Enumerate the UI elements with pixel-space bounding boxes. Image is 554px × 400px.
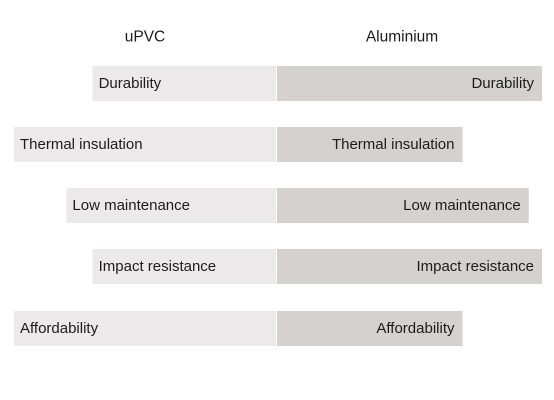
series-header-aluminium: Aluminium <box>366 29 438 46</box>
labels-layer: uPVC Aluminium Durability Durability Thermal… <box>20 29 534 338</box>
bar-upvc-affordability <box>14 311 276 346</box>
bar-upvc-thermal-insulation <box>14 127 276 162</box>
bar-aluminium-durability <box>277 66 542 101</box>
label-aluminium-low-maintenance: Low maintenance <box>403 197 521 214</box>
label-upvc-affordability: Affordability <box>20 320 99 337</box>
bar-aluminium-thermal-insulation <box>277 127 463 162</box>
bar-upvc-impact-resistance <box>92 249 276 284</box>
label-upvc-impact-resistance: Impact resistance <box>99 258 217 275</box>
label-aluminium-durability: Durability <box>471 75 534 92</box>
bar-aluminium-affordability <box>277 311 463 346</box>
bar-upvc-durability <box>92 66 276 101</box>
label-aluminium-affordability: Affordability <box>376 320 455 337</box>
bar-aluminium-low-maintenance <box>277 188 529 223</box>
label-aluminium-thermal-insulation: Thermal insulation <box>332 136 455 153</box>
label-upvc-durability: Durability <box>99 75 162 92</box>
label-upvc-low-maintenance: Low maintenance <box>72 197 190 214</box>
label-aluminium-impact-resistance: Impact resistance <box>416 258 534 275</box>
label-upvc-thermal-insulation: Thermal insulation <box>20 136 143 153</box>
bar-aluminium-impact-resistance <box>277 249 542 284</box>
bars-layer <box>14 66 542 346</box>
series-header-upvc: uPVC <box>125 29 166 46</box>
bar-upvc-low-maintenance <box>66 188 277 223</box>
